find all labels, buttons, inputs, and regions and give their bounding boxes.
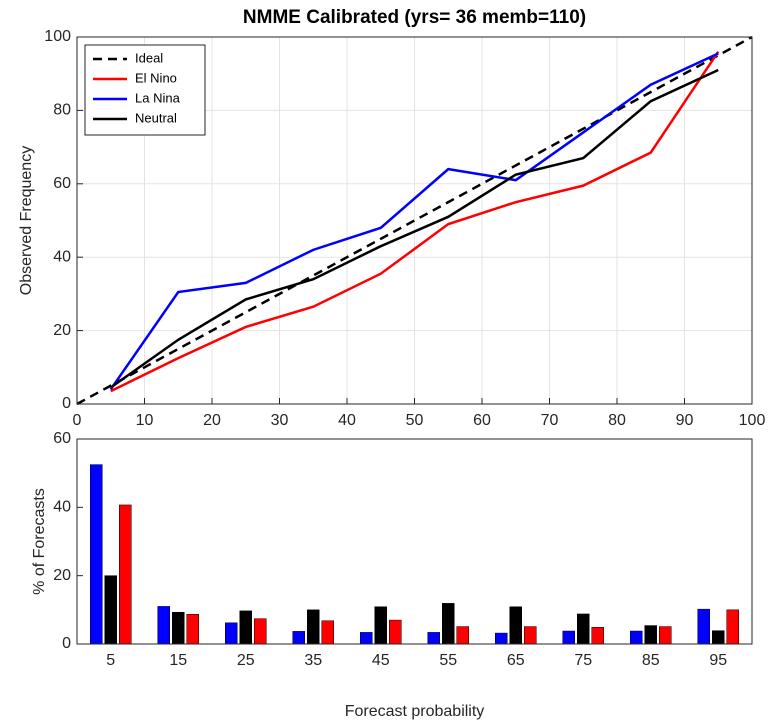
bar [712,630,725,645]
bar [509,606,522,645]
series-line [109,52,719,391]
bar [495,632,508,645]
x-tick-label: 90 [676,412,694,429]
y-tick-label: 60 [53,430,71,447]
y-tick-label: 40 [53,248,71,265]
x-tick-label: 60 [473,412,491,429]
x-tick-label: 85 [642,652,660,669]
bar [644,625,657,645]
series-line [76,35,753,406]
bar [726,609,739,645]
bar [90,464,103,645]
x-tick-label: 70 [541,412,559,429]
x-tick-label: 65 [507,652,525,669]
x-tick-label: 35 [304,652,322,669]
bar [456,626,469,645]
axes-frame [76,438,753,645]
bar [104,575,117,645]
bar [157,606,170,645]
x-tick-label: 75 [574,652,592,669]
y-axis-label: Observed Frequency [18,146,35,295]
y-tick-label: 0 [62,395,71,412]
y-tick-label: 0 [62,635,71,652]
axes-frame [76,36,753,405]
bar [307,609,320,645]
bar [119,504,132,645]
bar [562,630,575,645]
legend-label: El Nino [135,70,177,85]
x-tick-label: 25 [237,652,255,669]
legend-label: Ideal [135,50,163,65]
series-line [110,68,719,389]
chart-title: NMME Calibrated (yrs= 36 memb=110) [243,7,586,28]
bar [427,632,440,645]
bar [374,606,387,645]
bar [630,630,643,645]
bar [225,622,238,645]
bar [659,626,672,645]
bar [321,620,334,645]
x-tick-label: 95 [709,652,727,669]
bar [524,626,537,645]
x-tick-label: 40 [338,412,356,429]
x-tick-label: 15 [169,652,187,669]
series-line [110,50,720,393]
bar [186,614,199,645]
y-tick-label: 100 [44,28,71,45]
x-tick-label: 5 [106,652,115,669]
y-tick-label: 20 [53,322,71,339]
y-tick-label: 80 [53,102,71,119]
y-tick-label: 20 [53,567,71,584]
bar [172,611,185,645]
y-axis-label: % of Forecasts [31,488,48,595]
bar [360,632,373,645]
x-axis-label: Forecast probability [345,703,485,720]
x-tick-label: 50 [406,412,424,429]
x-tick-label: 80 [608,412,626,429]
y-tick-label: 40 [53,499,71,516]
bar [239,610,252,645]
x-tick-label: 30 [271,412,289,429]
x-tick-label: 55 [439,652,457,669]
legend-label: Neutral [135,110,177,125]
bar [292,631,305,645]
x-tick-label: 45 [372,652,390,669]
legend-label: La Nina [135,90,181,105]
bar [577,613,590,645]
x-tick-label: 100 [739,412,766,429]
bar [591,627,604,645]
x-tick-label: 0 [73,412,82,429]
x-tick-label: 20 [203,412,221,429]
bar [254,618,267,645]
bar [389,619,402,645]
bar [697,608,710,645]
x-tick-label: 10 [136,412,154,429]
y-tick-label: 60 [53,175,71,192]
bar [442,603,455,645]
